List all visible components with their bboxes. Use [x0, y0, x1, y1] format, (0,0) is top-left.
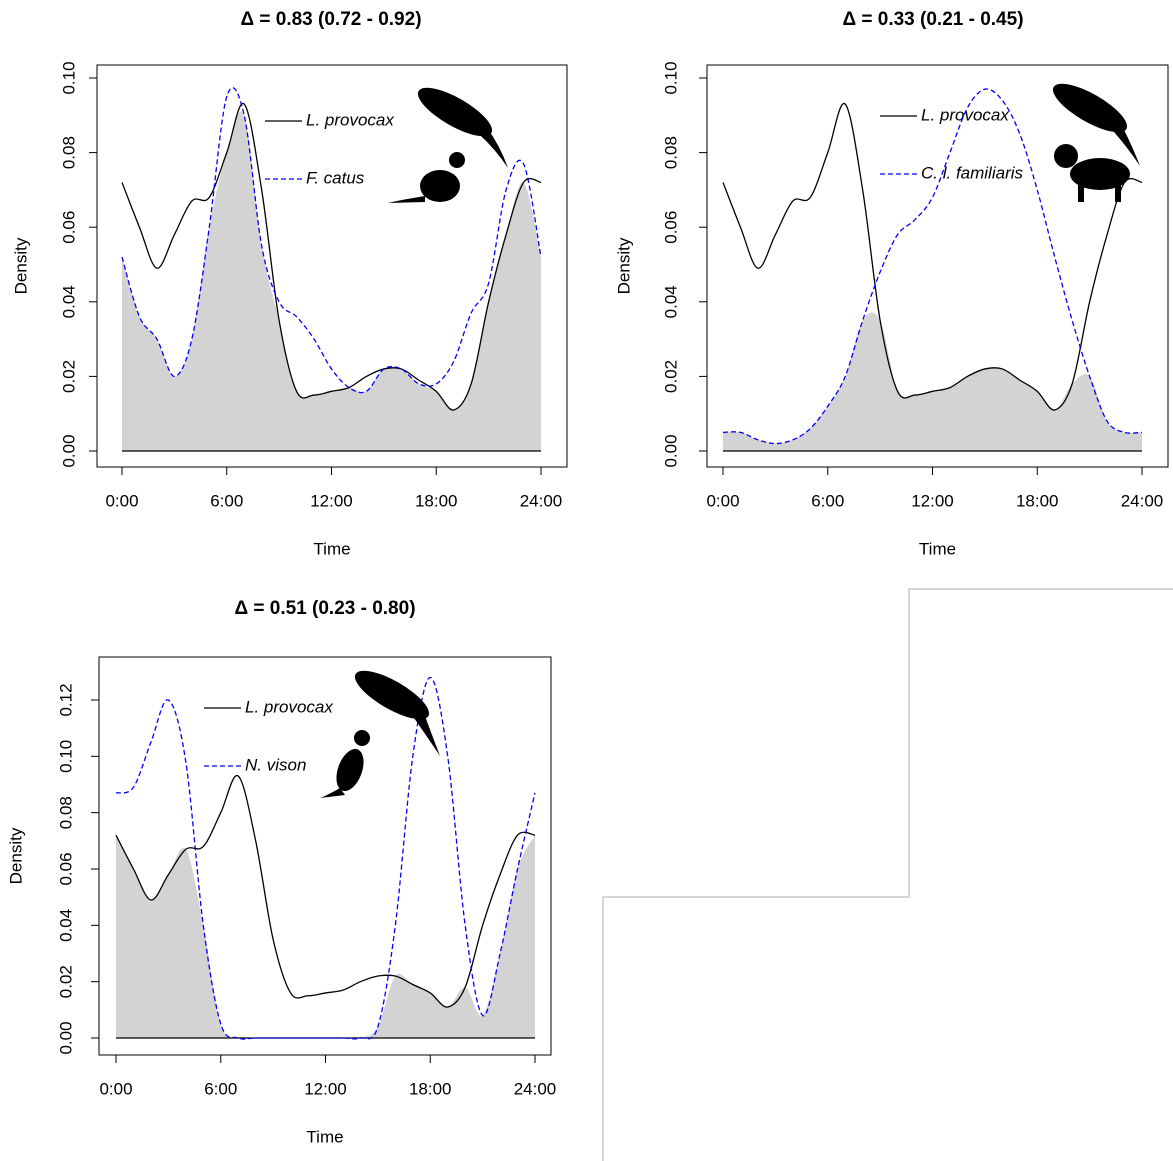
- otter-icon: [417, 87, 508, 168]
- dog-icon: [1054, 144, 1130, 202]
- cat-icon: [388, 152, 465, 203]
- x-tick-label: 0:00: [99, 1079, 132, 1098]
- legend-text: C. l. familiaris: [921, 163, 1024, 182]
- x-tick-label: 24:00: [1121, 491, 1164, 510]
- x-tick-label: 18:00: [415, 491, 458, 510]
- series-line: [121, 102, 542, 411]
- y-tick-label: 0.06: [56, 852, 75, 885]
- legend-text: N. vison: [245, 755, 306, 774]
- x-axis-title: Time: [313, 539, 350, 558]
- icon-head: [354, 730, 370, 746]
- y-axis-title: Density: [614, 237, 633, 294]
- x-tick-label: 24:00: [520, 491, 563, 510]
- x-tick-label: 6:00: [811, 491, 844, 510]
- x-tick-label: 0:00: [105, 491, 138, 510]
- plots: Δ = 0.83 (0.72 - 0.92) 0:00 6:00 12:00 18:00…: [6, 9, 1169, 1146]
- y-tick-label: 0.06: [59, 211, 78, 244]
- icon-body: [417, 87, 493, 137]
- frame-line: [602, 588, 1173, 1161]
- x-tick-label: 12:00: [911, 491, 954, 510]
- x-tick-label: 18:00: [409, 1079, 452, 1098]
- y-tick-label: 0.08: [59, 136, 78, 169]
- icon-leg: [1078, 180, 1084, 202]
- icon-body: [336, 748, 364, 792]
- legend-text: L. provocax: [921, 105, 1009, 124]
- icon-head: [1054, 144, 1078, 168]
- y-tick-label: 0.10: [56, 740, 75, 773]
- mink-icon: [320, 730, 370, 798]
- x-tick-label: 12:00: [310, 491, 353, 510]
- series-line: [115, 676, 536, 1040]
- y-tick-label: 0.10: [59, 61, 78, 94]
- y-tick-label: 0.02: [59, 360, 78, 393]
- y-tick-label: 0.04: [661, 285, 680, 318]
- x-tick-label: 6:00: [204, 1079, 237, 1098]
- series-line: [115, 775, 536, 1008]
- y-tick-label: 0.04: [59, 285, 78, 318]
- overlap-area: [116, 835, 535, 1040]
- y-axis-title: Density: [6, 827, 25, 884]
- legend-text: L. provocax: [306, 110, 394, 129]
- x-tick-label: 0:00: [706, 491, 739, 510]
- icon-tail: [320, 788, 345, 798]
- y-tick-label: 0.08: [661, 136, 680, 169]
- chart: Δ = 0.51 (0.23 - 0.80) 0:00 6:00 12:00 18:00…: [6, 598, 556, 1146]
- chart-title: Δ = 0.83 (0.72 - 0.92): [240, 9, 421, 30]
- otter-icon: [1052, 83, 1140, 166]
- y-tick-label: 0.10: [661, 61, 680, 94]
- icon-tail: [1114, 122, 1140, 166]
- y-tick-label: 0.00: [59, 434, 78, 467]
- y-tick-label: 0.02: [56, 965, 75, 998]
- x-tick-label: 24:00: [514, 1079, 557, 1098]
- icon-tail: [388, 196, 425, 203]
- icon-body: [420, 170, 460, 202]
- chart-title: Δ = 0.51 (0.23 - 0.80): [234, 598, 415, 619]
- silhouettes: [320, 83, 1140, 798]
- y-tick-label: 0.08: [56, 796, 75, 829]
- y-tick-label: 0.04: [56, 909, 75, 942]
- otter-icon: [354, 670, 440, 756]
- icon-tail: [414, 708, 440, 756]
- series-line: [121, 87, 542, 394]
- x-axis-title: Time: [919, 539, 956, 558]
- x-axis-title: Time: [306, 1127, 343, 1146]
- chart-title: Δ = 0.33 (0.21 - 0.45): [842, 9, 1023, 30]
- icon-head: [449, 152, 465, 168]
- series-line: [722, 88, 1143, 445]
- x-tick-label: 6:00: [210, 491, 243, 510]
- icon-body: [1052, 83, 1128, 133]
- chart: Δ = 0.83 (0.72 - 0.92) 0:00 6:00 12:00 18:00…: [11, 9, 568, 558]
- x-tick-label: 18:00: [1016, 491, 1059, 510]
- chart: Δ = 0.33 (0.21 - 0.45) 0:00 6:00 12:00 18:00…: [614, 9, 1169, 558]
- y-tick-label: 0.00: [661, 434, 680, 467]
- y-axis-title: Density: [11, 237, 30, 294]
- y-tick-label: 0.06: [661, 211, 680, 244]
- legend-text: F. catus: [306, 168, 365, 187]
- icon-body: [354, 670, 430, 720]
- series-line: [722, 102, 1143, 411]
- icon-tail: [480, 125, 508, 168]
- legend-text: L. provocax: [245, 697, 333, 716]
- panel-frame: [602, 588, 1173, 1161]
- y-tick-label: 0.02: [661, 360, 680, 393]
- y-tick-label: 0.12: [56, 683, 75, 716]
- overlap-area: [122, 111, 541, 452]
- overlap-area: [723, 312, 1142, 451]
- x-tick-label: 12:00: [304, 1079, 347, 1098]
- y-tick-label: 0.00: [56, 1021, 75, 1054]
- icon-leg: [1115, 180, 1121, 202]
